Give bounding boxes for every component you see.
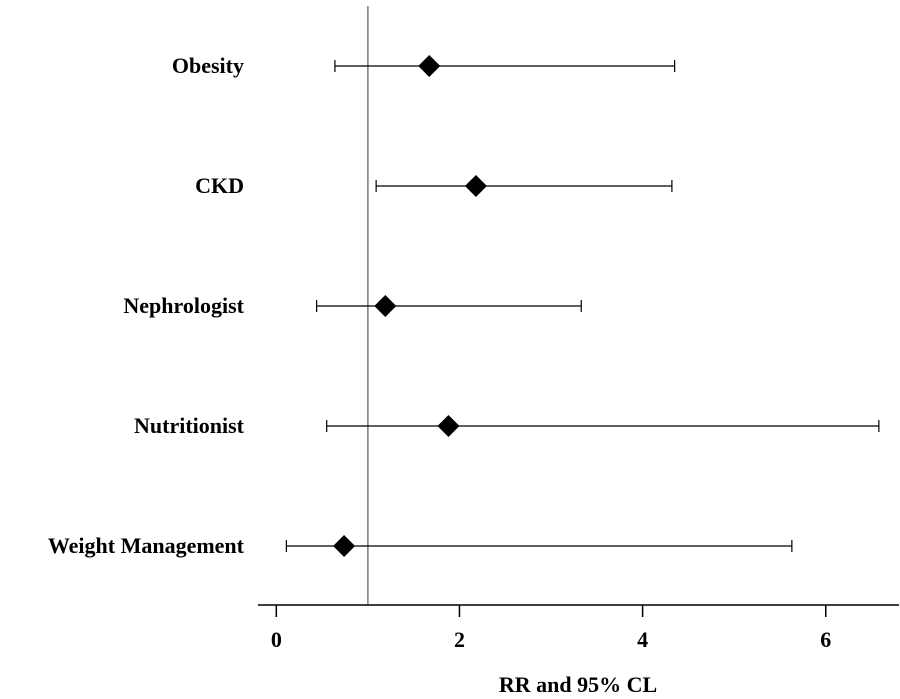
category-label-weight-management: Weight Management bbox=[48, 533, 245, 558]
x-axis-title: RR and 95% CL bbox=[499, 672, 657, 697]
x-tick-label-0: 0 bbox=[271, 627, 282, 652]
x-tick-label-4: 4 bbox=[637, 627, 648, 652]
point-estimate-nutritionist bbox=[437, 415, 460, 437]
x-tick-label-6: 6 bbox=[820, 627, 831, 652]
point-estimate-obesity bbox=[418, 55, 441, 77]
point-estimate-weight-management bbox=[333, 535, 356, 557]
x-axis: 0 2 4 6 bbox=[258, 604, 899, 652]
category-label-nephrologist: Nephrologist bbox=[123, 293, 244, 318]
point-estimate-nephrologist bbox=[374, 295, 397, 317]
point-estimate-ckd bbox=[464, 175, 487, 197]
x-tick-label-2: 2 bbox=[454, 627, 465, 652]
category-label-nutritionist: Nutritionist bbox=[134, 413, 245, 438]
point-estimates bbox=[333, 55, 487, 557]
confidence-intervals bbox=[285, 60, 880, 552]
category-labels: Obesity CKD Nephrologist Nutritionist Weight… bbox=[48, 53, 245, 558]
category-label-ckd: CKD bbox=[195, 173, 244, 198]
category-label-obesity: Obesity bbox=[172, 53, 244, 78]
